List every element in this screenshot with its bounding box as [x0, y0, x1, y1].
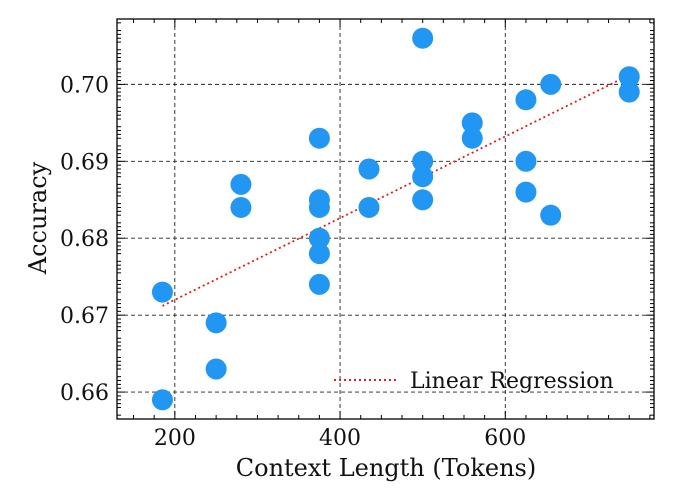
data-point	[308, 196, 330, 218]
data-point	[540, 204, 562, 226]
plot-frame	[116, 18, 655, 420]
data-points	[151, 27, 640, 411]
regression-line-group	[162, 74, 630, 307]
data-point	[412, 189, 434, 211]
y-tick-label: 0.66	[60, 381, 109, 406]
axis-ticks	[117, 19, 654, 419]
data-point	[308, 273, 330, 295]
data-point	[151, 389, 173, 411]
data-point	[461, 127, 483, 149]
y-tick-label: 0.67	[60, 304, 109, 329]
data-point	[412, 166, 434, 188]
data-point	[230, 196, 252, 218]
regression-line	[162, 74, 630, 307]
data-point	[461, 112, 483, 134]
data-point	[540, 73, 562, 95]
data-point	[515, 89, 537, 111]
data-point	[308, 227, 330, 249]
x-axis-label: Context Length (Tokens)	[236, 454, 536, 482]
data-point	[205, 312, 227, 334]
y-tick-label: 0.69	[60, 150, 109, 175]
grid-lines	[117, 19, 654, 419]
data-point	[412, 27, 434, 49]
data-point	[515, 181, 537, 203]
data-point	[151, 281, 173, 303]
y-tick-label: 0.70	[60, 73, 109, 98]
data-point	[412, 150, 434, 172]
data-point	[230, 173, 252, 195]
x-tick-label: 200	[154, 426, 196, 451]
x-tick-label: 400	[319, 426, 361, 451]
data-point	[308, 243, 330, 265]
y-axis-label: Accuracy	[24, 161, 52, 275]
x-tick-label: 600	[484, 426, 526, 451]
legend: Linear Regression	[334, 369, 614, 394]
data-point	[515, 150, 537, 172]
y-tick-label: 0.68	[60, 227, 109, 252]
data-point	[205, 358, 227, 380]
tick-labels: 200 400 600 0.66 0.67 0.68 0.69 0.70	[60, 73, 526, 451]
data-point	[358, 196, 380, 218]
legend-regression-label: Linear Regression	[410, 369, 614, 394]
data-point	[618, 81, 640, 103]
data-point	[358, 158, 380, 180]
data-point	[618, 66, 640, 88]
data-point	[308, 127, 330, 149]
